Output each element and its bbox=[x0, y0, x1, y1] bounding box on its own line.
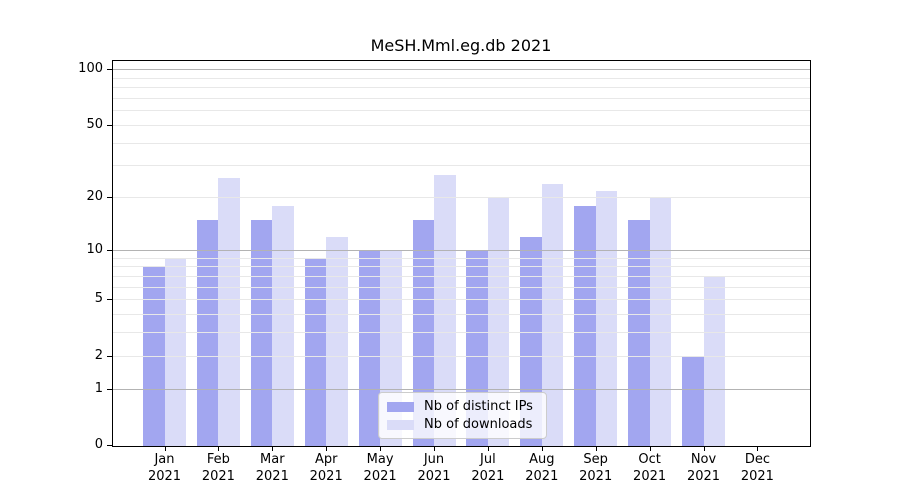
y-tick-label: 2 bbox=[94, 347, 103, 363]
y-tick-mark bbox=[107, 299, 112, 301]
bar-distinct-ips bbox=[358, 250, 381, 446]
legend-swatch-ips-icon bbox=[387, 401, 414, 412]
y-tick-mark bbox=[107, 388, 112, 390]
x-tick-label: Dec 2021 bbox=[740, 452, 774, 484]
bars-layer bbox=[113, 61, 810, 446]
x-tick-label: May 2021 bbox=[363, 452, 397, 484]
x-tick-label: Aug 2021 bbox=[525, 452, 559, 484]
bar-distinct-ips bbox=[143, 267, 165, 446]
bar-distinct-ips bbox=[574, 206, 596, 446]
legend: Nb of distinct IPs Nb of downloads bbox=[378, 392, 547, 439]
plot-area bbox=[112, 60, 811, 447]
x-tick-mark bbox=[541, 447, 543, 451]
y-tick-mark bbox=[107, 445, 112, 446]
x-tick-label: Jul 2021 bbox=[471, 452, 505, 484]
bar-downloads bbox=[272, 206, 294, 446]
x-tick-mark bbox=[757, 447, 759, 451]
bar-downloads bbox=[541, 183, 564, 446]
legend-item-downloads: Nb of downloads bbox=[387, 417, 538, 432]
y-tick-label: 0 bbox=[94, 437, 103, 452]
bar-distinct-ips bbox=[250, 220, 273, 446]
y-tick-mark bbox=[107, 124, 112, 126]
bar-distinct-ips bbox=[682, 356, 704, 446]
legend-label-downloads: Nb of downloads bbox=[424, 417, 533, 432]
bar-downloads bbox=[218, 177, 240, 446]
chart-title: MeSH.Mml.eg.db 2021 bbox=[370, 36, 552, 55]
x-tick-mark bbox=[434, 447, 435, 451]
bar-downloads bbox=[487, 198, 510, 446]
x-tick-label: Oct 2021 bbox=[633, 452, 667, 484]
x-tick-label: Nov 2021 bbox=[686, 452, 721, 484]
legend-swatch-downloads-icon bbox=[387, 419, 414, 430]
bar-distinct-ips bbox=[196, 220, 219, 446]
bar-downloads bbox=[703, 276, 725, 446]
bar-downloads bbox=[649, 198, 672, 446]
bar-distinct-ips bbox=[628, 220, 650, 446]
x-tick-label: Feb 2021 bbox=[201, 452, 235, 484]
y-tick-label: 5 bbox=[94, 291, 103, 307]
y-tick-label: 1 bbox=[94, 380, 103, 396]
legend-item-distinct-ips: Nb of distinct IPs bbox=[387, 399, 538, 414]
y-tick-label: 100 bbox=[78, 61, 103, 77]
y-tick-label: 50 bbox=[86, 116, 103, 132]
y-tick-label: 10 bbox=[86, 241, 103, 257]
x-tick-mark bbox=[487, 447, 489, 451]
x-tick-mark bbox=[272, 447, 274, 451]
x-tick-mark bbox=[380, 447, 382, 451]
bar-downloads bbox=[595, 190, 618, 446]
y-tick-label: 20 bbox=[86, 189, 103, 205]
bar-distinct-ips bbox=[304, 258, 327, 446]
x-tick-label: Jun 2021 bbox=[417, 452, 451, 484]
x-tick-mark bbox=[164, 447, 166, 451]
bar-downloads bbox=[164, 258, 186, 446]
x-tick-label: Jan 2021 bbox=[147, 452, 182, 484]
y-tick-mark bbox=[107, 249, 112, 251]
legend-label-distinct-ips: Nb of distinct IPs bbox=[424, 399, 533, 414]
x-tick-mark bbox=[703, 447, 705, 451]
bar-downloads bbox=[326, 237, 348, 446]
x-tick-mark bbox=[218, 447, 220, 451]
x-tick-label: Sep 2021 bbox=[579, 452, 613, 484]
x-tick-mark bbox=[326, 447, 328, 451]
bar-downloads bbox=[434, 174, 456, 446]
x-tick-label: Mar 2021 bbox=[255, 452, 289, 484]
x-tick-mark bbox=[595, 447, 597, 451]
x-tick-label: Apr 2021 bbox=[309, 452, 343, 484]
y-tick-mark bbox=[107, 69, 112, 71]
x-tick-mark bbox=[649, 447, 651, 451]
y-tick-mark bbox=[107, 355, 112, 357]
y-tick-mark bbox=[107, 197, 112, 199]
